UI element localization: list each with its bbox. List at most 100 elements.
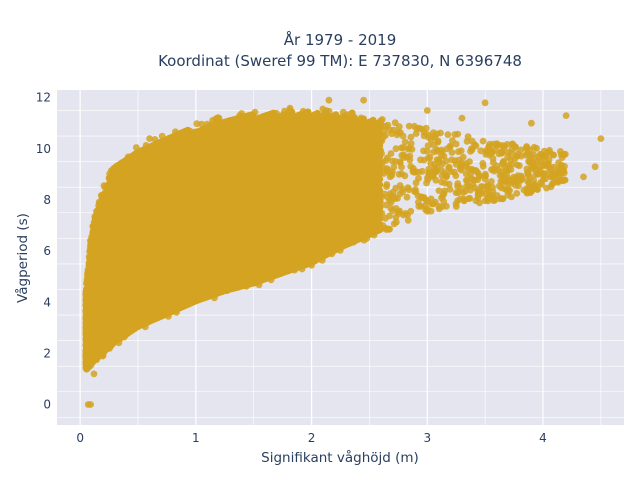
data-point	[501, 185, 508, 193]
data-point	[435, 187, 443, 195]
data-point	[444, 131, 452, 139]
data-point	[526, 173, 534, 181]
data-point	[484, 185, 492, 192]
data-point	[481, 175, 489, 183]
data-point	[412, 130, 420, 138]
data-point	[399, 132, 407, 140]
data-point	[519, 174, 526, 182]
chart-title-line-1: År 1979 - 2019	[284, 30, 397, 49]
data-point	[499, 177, 507, 185]
data-point	[384, 168, 391, 176]
data-point	[489, 192, 496, 199]
data-point	[513, 190, 521, 197]
data-point	[405, 122, 413, 130]
data-point	[395, 170, 403, 178]
data-point	[531, 163, 539, 170]
data-point	[469, 181, 477, 188]
data-point	[508, 193, 515, 201]
data-point	[553, 169, 560, 177]
data-point	[433, 146, 441, 154]
data-point	[513, 161, 521, 169]
data-point	[452, 161, 460, 168]
data-point	[401, 138, 409, 146]
data-point	[484, 195, 491, 203]
data-point	[434, 137, 442, 145]
data-point	[383, 181, 391, 188]
chart-title-line-2: Koordinat (Sweref 99 TM): E 737830, N 63…	[158, 52, 522, 70]
data-point	[534, 186, 541, 193]
data-point	[494, 166, 502, 174]
data-point	[426, 153, 434, 161]
data-point	[388, 130, 396, 138]
data-point	[525, 184, 533, 192]
data-point	[474, 169, 482, 177]
data-point	[386, 197, 394, 205]
data-point	[415, 124, 423, 132]
data-point	[458, 166, 465, 174]
data-point	[392, 145, 400, 153]
data-point	[558, 161, 565, 169]
data-point	[198, 120, 206, 128]
data-point	[532, 170, 540, 178]
data-point	[451, 131, 459, 138]
data-point	[389, 188, 397, 196]
data-point	[464, 177, 471, 184]
data-point	[405, 144, 413, 152]
data-point	[446, 142, 454, 150]
data-point	[463, 137, 471, 145]
data-point	[523, 149, 531, 157]
data-point	[400, 211, 407, 219]
data-point	[404, 216, 412, 224]
data-point	[445, 164, 452, 172]
data-point	[387, 150, 395, 157]
data-point	[396, 158, 404, 166]
data-point	[430, 132, 438, 140]
data-point	[382, 225, 390, 232]
data-point	[441, 169, 449, 177]
data-point	[394, 208, 402, 216]
data-point	[513, 174, 520, 182]
data-point	[503, 171, 511, 179]
data-point	[439, 192, 447, 200]
data-point	[505, 161, 513, 169]
data-point	[485, 144, 492, 152]
data-point	[391, 195, 399, 203]
data-point	[451, 168, 458, 176]
data-point	[411, 188, 418, 195]
data-point	[553, 177, 561, 185]
data-point	[548, 180, 556, 188]
data-point	[448, 149, 456, 156]
data-point	[479, 162, 487, 170]
data-point	[424, 207, 431, 215]
data-point	[540, 161, 548, 169]
data-point	[506, 187, 513, 194]
data-point	[394, 129, 402, 136]
data-point	[424, 131, 431, 139]
data-point	[398, 163, 405, 171]
data-point	[430, 172, 437, 180]
data-point	[468, 145, 475, 153]
data-point	[382, 156, 390, 164]
data-point	[523, 165, 531, 173]
data-point	[406, 156, 414, 164]
chart-title: År 1979 - 2019 Koordinat (Sweref 99 TM):…	[158, 30, 522, 70]
data-point	[424, 176, 432, 183]
data-point	[482, 150, 490, 158]
data-point	[389, 207, 396, 215]
data-point	[539, 170, 547, 178]
data-point	[407, 207, 415, 215]
data-point	[501, 142, 508, 150]
data-point	[539, 176, 547, 183]
data-point	[462, 160, 470, 167]
data-point	[392, 218, 400, 226]
data-point	[421, 202, 429, 210]
data-point	[461, 196, 468, 204]
data-point	[459, 189, 467, 196]
data-point	[442, 202, 450, 210]
data-point	[499, 195, 507, 203]
data-point	[415, 168, 423, 176]
data-point	[391, 119, 399, 127]
data-point	[440, 152, 448, 160]
data-point	[420, 147, 427, 155]
